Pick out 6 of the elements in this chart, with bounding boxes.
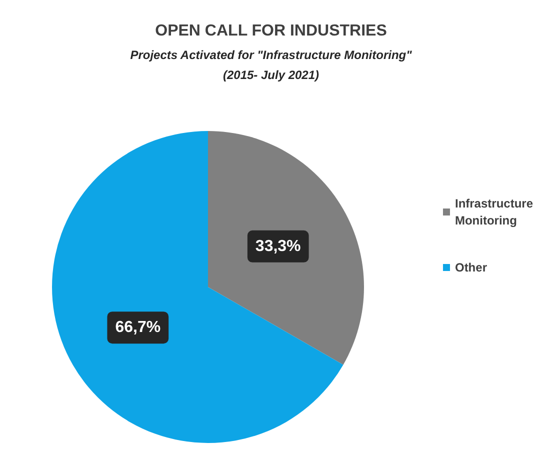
data-label: 66,7% (115, 319, 161, 336)
legend-label: Infrastructure Monitoring (454, 196, 534, 228)
chart-subtitle: Projects Activated for "Infrastructure Monitoring" (2015- July 2021) (130, 48, 412, 82)
chart-title: OPEN CALL FOR INDUSTRIES (155, 22, 388, 40)
data-label: 33,3% (255, 238, 301, 255)
legend-label: Other (454, 260, 488, 274)
